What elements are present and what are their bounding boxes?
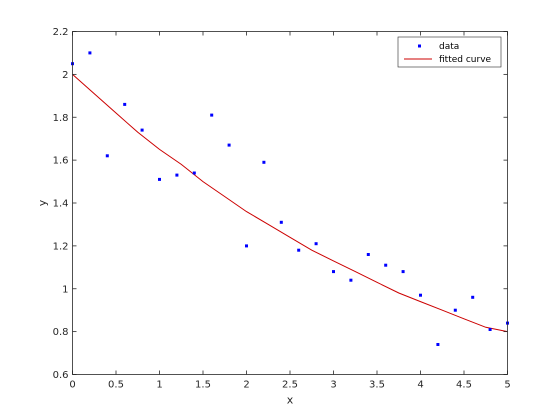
data-point [175, 173, 179, 177]
legend: data fitted curve [397, 36, 502, 68]
x-tick-label: 0.5 [108, 380, 124, 391]
x-tick-label: 1.5 [195, 380, 211, 391]
data-point [245, 244, 248, 248]
y-axis-ticks: 0.6 0.8 1 1.2 1.4 1.6 1.8 2 2.2 [53, 27, 508, 381]
axes-background [72, 31, 508, 375]
y-tick-label: 0.6 [53, 370, 69, 381]
data-point [227, 143, 231, 147]
fitted-curve-line [72, 74, 508, 333]
x-axis-title: x [287, 394, 294, 407]
data-point [88, 51, 92, 55]
data-point [123, 102, 127, 106]
x-axis-ticks: 0 0.5 1 1.5 2 2.5 3 3.5 4 4.5 5 [69, 31, 511, 391]
data-point [349, 278, 353, 282]
data-point [297, 248, 301, 252]
data-point [401, 270, 405, 274]
data-point [262, 160, 266, 164]
legend-box [397, 36, 502, 68]
data-point [279, 220, 283, 224]
y-tick-label: 1.2 [53, 241, 69, 252]
y-tick-label: 1.4 [53, 199, 69, 210]
data-point [314, 242, 318, 246]
x-tick-label: 2 [243, 380, 249, 391]
data-point [192, 171, 196, 175]
data-point [384, 263, 388, 267]
data-point [210, 113, 214, 117]
x-tick-label: 1 [156, 380, 162, 391]
data-point [488, 328, 492, 331]
y-tick-label: 1.8 [53, 113, 69, 124]
data-point [419, 293, 422, 297]
x-tick-label: 0 [69, 380, 75, 391]
data-point [453, 308, 457, 312]
y-tick-label: 0.8 [53, 327, 69, 338]
data-point [436, 343, 440, 346]
data-point [140, 128, 144, 132]
y-tick-label: 2.2 [53, 27, 69, 38]
data-point [471, 295, 475, 299]
legend-label-fitted-curve: fitted curve [439, 55, 492, 65]
x-tick-label: 2.5 [282, 380, 298, 391]
y-tick-label: 1 [62, 284, 68, 295]
data-point [332, 270, 335, 274]
data-point [366, 253, 370, 256]
y-tick-label: 1.6 [53, 156, 69, 167]
x-tick-label: 4.5 [456, 380, 472, 391]
fitted-curve-layer [72, 74, 508, 333]
x-tick-label: 5 [504, 380, 510, 391]
y-tick-label: 2 [62, 70, 68, 81]
legend-marker-data [418, 44, 421, 48]
x-tick-label: 3 [330, 380, 336, 391]
y-axis-title: y [36, 199, 49, 206]
x-tick-label: 4 [417, 380, 423, 391]
legend-label-data: data [439, 42, 459, 52]
data-point [105, 154, 109, 158]
x-tick-label: 3.5 [369, 380, 385, 391]
data-point [158, 177, 161, 181]
